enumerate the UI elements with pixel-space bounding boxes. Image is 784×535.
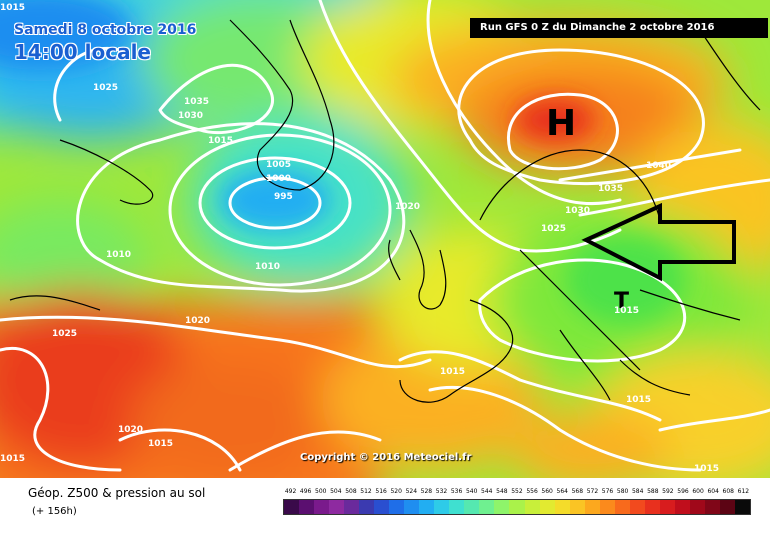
scale-label: 516 bbox=[375, 488, 387, 495]
scale-label: 572 bbox=[586, 488, 599, 495]
scale-label: 576 bbox=[601, 488, 614, 495]
scale-label: 504 bbox=[330, 488, 342, 495]
scale-label: 540 bbox=[465, 488, 478, 495]
scale-label: 552 bbox=[511, 488, 523, 495]
isobar-label: 1035 bbox=[184, 97, 209, 107]
scale-swatch bbox=[569, 500, 585, 514]
flow-arrow bbox=[581, 202, 736, 282]
scale-swatch bbox=[449, 500, 465, 514]
isobar-label: 1030 bbox=[565, 206, 590, 216]
isobar-label: 1025 bbox=[93, 83, 118, 93]
scale-label: 528 bbox=[420, 488, 433, 495]
scale-label: 512 bbox=[360, 488, 372, 495]
scale-swatch bbox=[539, 500, 555, 514]
isobar-label: 1000 bbox=[266, 174, 291, 184]
scale-swatch bbox=[689, 500, 705, 514]
scale-bar bbox=[283, 499, 751, 515]
isobar-label: 1040 bbox=[646, 161, 671, 171]
scale-swatch bbox=[344, 500, 360, 514]
scale-swatch bbox=[584, 500, 600, 514]
scale-swatch bbox=[359, 500, 375, 514]
isobar-label: 1025 bbox=[52, 329, 77, 339]
isobar-label: 1015 bbox=[440, 367, 465, 377]
forecast-time: 14:00 locale bbox=[14, 40, 151, 64]
isobar-label: 1010 bbox=[106, 250, 131, 260]
scale-label: 496 bbox=[299, 488, 312, 495]
scale-swatch bbox=[329, 500, 345, 514]
scale-label: 532 bbox=[435, 488, 448, 495]
scale-swatch bbox=[419, 500, 435, 514]
scale-swatch bbox=[299, 500, 315, 514]
scale-swatch bbox=[434, 500, 450, 514]
isobar-label: 995 bbox=[274, 192, 293, 202]
model-run-banner: Run GFS 0 Z du Dimanche 2 octobre 2016 bbox=[470, 18, 768, 38]
isobar-label: 1015 bbox=[694, 464, 719, 474]
scale-label: 592 bbox=[662, 488, 674, 495]
scale-swatch bbox=[479, 500, 495, 514]
isobar-label: 1010 bbox=[255, 262, 280, 272]
scale-swatch bbox=[554, 500, 570, 514]
scale-swatch bbox=[704, 500, 720, 514]
scale-label: 520 bbox=[390, 488, 402, 495]
scale-label: 500 bbox=[315, 488, 327, 495]
low-pressure-label: T bbox=[614, 289, 629, 314]
forecast-date: Samedi 8 octobre 2016 bbox=[14, 22, 197, 38]
scale-swatch bbox=[374, 500, 390, 514]
scale-swatch bbox=[719, 500, 735, 514]
scale-swatch bbox=[524, 500, 540, 514]
forecast-offset: (+ 156h) bbox=[32, 506, 77, 517]
isobar-label: 1030 bbox=[178, 111, 203, 121]
isobar-label: 1015 bbox=[0, 3, 25, 13]
isobar-label: 1020 bbox=[118, 425, 143, 435]
scale-labels: 492 496 500 504 508 512 516 520 524 528 532 536 540 5… bbox=[283, 488, 751, 498]
high-pressure-label: H bbox=[546, 103, 576, 144]
scale-label: 492 bbox=[284, 488, 297, 495]
scale-label: 524 bbox=[405, 488, 418, 495]
scale-swatch bbox=[389, 500, 405, 514]
scale-label: 560 bbox=[541, 488, 553, 495]
scale-label: 580 bbox=[616, 488, 629, 495]
scale-label: 600 bbox=[692, 488, 704, 495]
isobar-label: 1015 bbox=[626, 395, 651, 405]
scale-label: 612 bbox=[737, 488, 750, 495]
scale-swatch bbox=[284, 500, 300, 514]
scale-swatch bbox=[614, 500, 630, 514]
scale-label: 536 bbox=[450, 488, 463, 495]
scale-swatch bbox=[599, 500, 615, 514]
scale-swatch bbox=[464, 500, 480, 514]
scale-label: 568 bbox=[571, 488, 584, 495]
isobar-label: 1020 bbox=[185, 316, 210, 326]
isobar-label: 1035 bbox=[598, 184, 623, 194]
scale-label: 584 bbox=[631, 488, 644, 495]
scale-label: 508 bbox=[345, 488, 357, 495]
isobar-label: 1005 bbox=[266, 160, 291, 170]
scale-label: 588 bbox=[647, 488, 659, 495]
weather-map: H T 1025 1035 1030 1015 1005 1000 995 10… bbox=[0, 0, 770, 478]
scale-label: 556 bbox=[526, 488, 538, 495]
scale-swatch bbox=[494, 500, 510, 514]
scale-swatch bbox=[404, 500, 420, 514]
color-scale-legend: 492 496 500 504 508 512 516 520 524 528 532 536 540 5… bbox=[283, 488, 751, 515]
isobar-label: 1015 bbox=[614, 306, 639, 316]
scale-label: 564 bbox=[556, 488, 568, 495]
chart-title: Géop. Z500 & pression au sol bbox=[28, 486, 206, 500]
scale-swatch bbox=[659, 500, 675, 514]
scale-label: 548 bbox=[496, 488, 508, 495]
scale-label: 604 bbox=[707, 488, 719, 495]
isobar-label: 1015 bbox=[0, 454, 25, 464]
scale-swatch bbox=[314, 500, 330, 514]
scale-swatch bbox=[644, 500, 660, 514]
scale-swatch bbox=[734, 500, 750, 514]
scale-label: 608 bbox=[722, 488, 734, 495]
isobar-label: 1015 bbox=[148, 439, 173, 449]
scale-swatch bbox=[629, 500, 645, 514]
scale-swatch bbox=[674, 500, 690, 514]
isobar-label: 1020 bbox=[395, 202, 420, 212]
scale-label: 596 bbox=[677, 488, 689, 495]
isobar-label: 1025 bbox=[541, 224, 566, 234]
scale-label: 544 bbox=[481, 488, 493, 495]
scale-swatch bbox=[509, 500, 525, 514]
isobar-label: 1015 bbox=[208, 136, 233, 146]
copyright-text: Copyright © 2016 Meteociel.fr bbox=[300, 452, 472, 463]
